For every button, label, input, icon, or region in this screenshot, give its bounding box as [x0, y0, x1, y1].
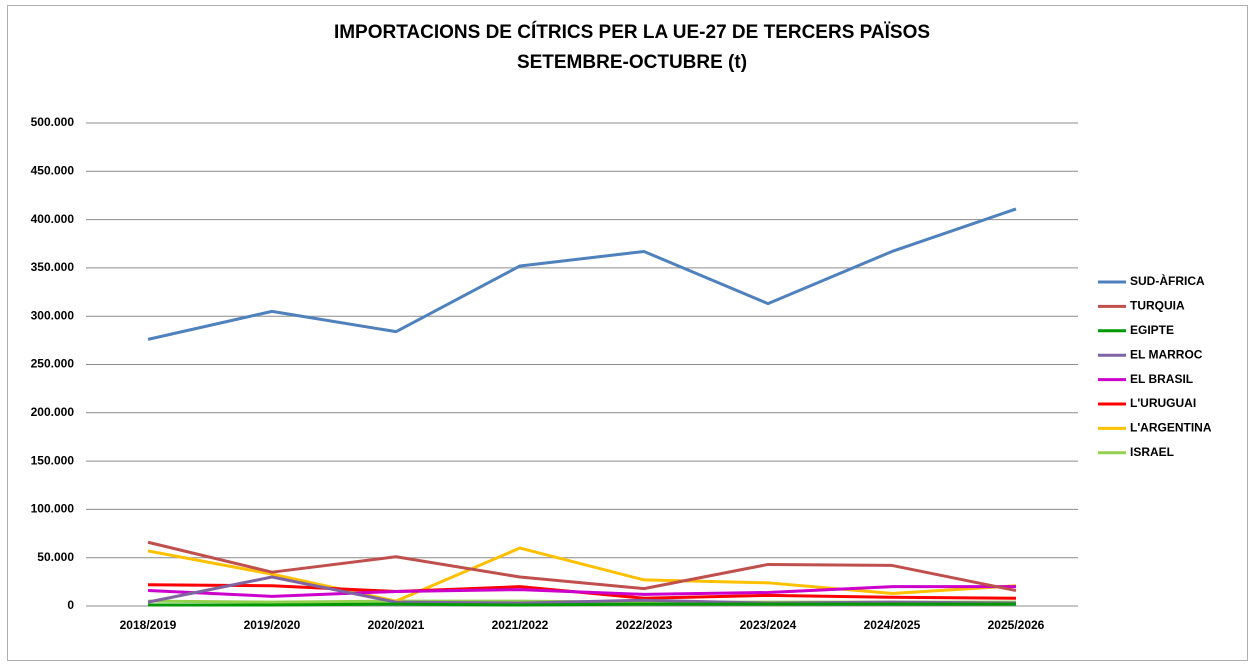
chart-title: IMPORTACIONS DE CÍTRICS PER LA UE-27 DE … [334, 21, 930, 43]
series-line [147, 546, 1017, 603]
x-tick-label: 2023/2024 [740, 618, 797, 632]
y-tick-label: 350.000 [31, 260, 75, 274]
chart-subtitle: SETEMBRE-OCTUBRE (t) [517, 52, 747, 73]
x-tick-label: 2019/2020 [244, 618, 301, 632]
legend-label: L'ARGENTINA [1130, 421, 1212, 435]
legend-label: EGIPTE [1130, 323, 1174, 337]
x-tick-label: 2022/2023 [616, 618, 673, 632]
y-tick-label: 500.000 [31, 115, 75, 129]
series-line [147, 207, 1017, 341]
x-tick-label: 2021/2022 [492, 618, 549, 632]
chart-frame [7, 5, 1248, 661]
series-line [147, 585, 1016, 598]
y-tick-label: 100.000 [31, 502, 75, 516]
y-tick-label: 0 [67, 598, 74, 612]
legend-label: SUD-ÀFRICA [1130, 273, 1205, 288]
legend-label: TURQUIA [1130, 299, 1185, 313]
y-tick-label: 200.000 [31, 405, 75, 419]
legend-label: ISRAEL [1130, 445, 1174, 459]
x-tick-label: 2024/2025 [864, 618, 921, 632]
legend-label: L'URUGUAI [1130, 396, 1196, 410]
legend-label: EL BRASIL [1130, 372, 1193, 386]
x-tick-label: 2025/2026 [988, 618, 1045, 632]
y-tick-label: 400.000 [31, 212, 75, 226]
series-line [147, 575, 1017, 605]
x-tick-label: 2018/2019 [120, 618, 177, 632]
y-tick-label: 250.000 [31, 357, 75, 371]
x-tick-label: 2020/2021 [368, 618, 425, 632]
y-tick-label: 300.000 [31, 308, 75, 322]
y-tick-label: 450.000 [31, 163, 75, 177]
series-line [148, 602, 1016, 607]
y-tick-label: 150.000 [31, 453, 75, 467]
series-line [147, 540, 1017, 593]
y-tick-label: 50.000 [37, 550, 74, 564]
legend-label: EL MARROC [1130, 347, 1203, 361]
